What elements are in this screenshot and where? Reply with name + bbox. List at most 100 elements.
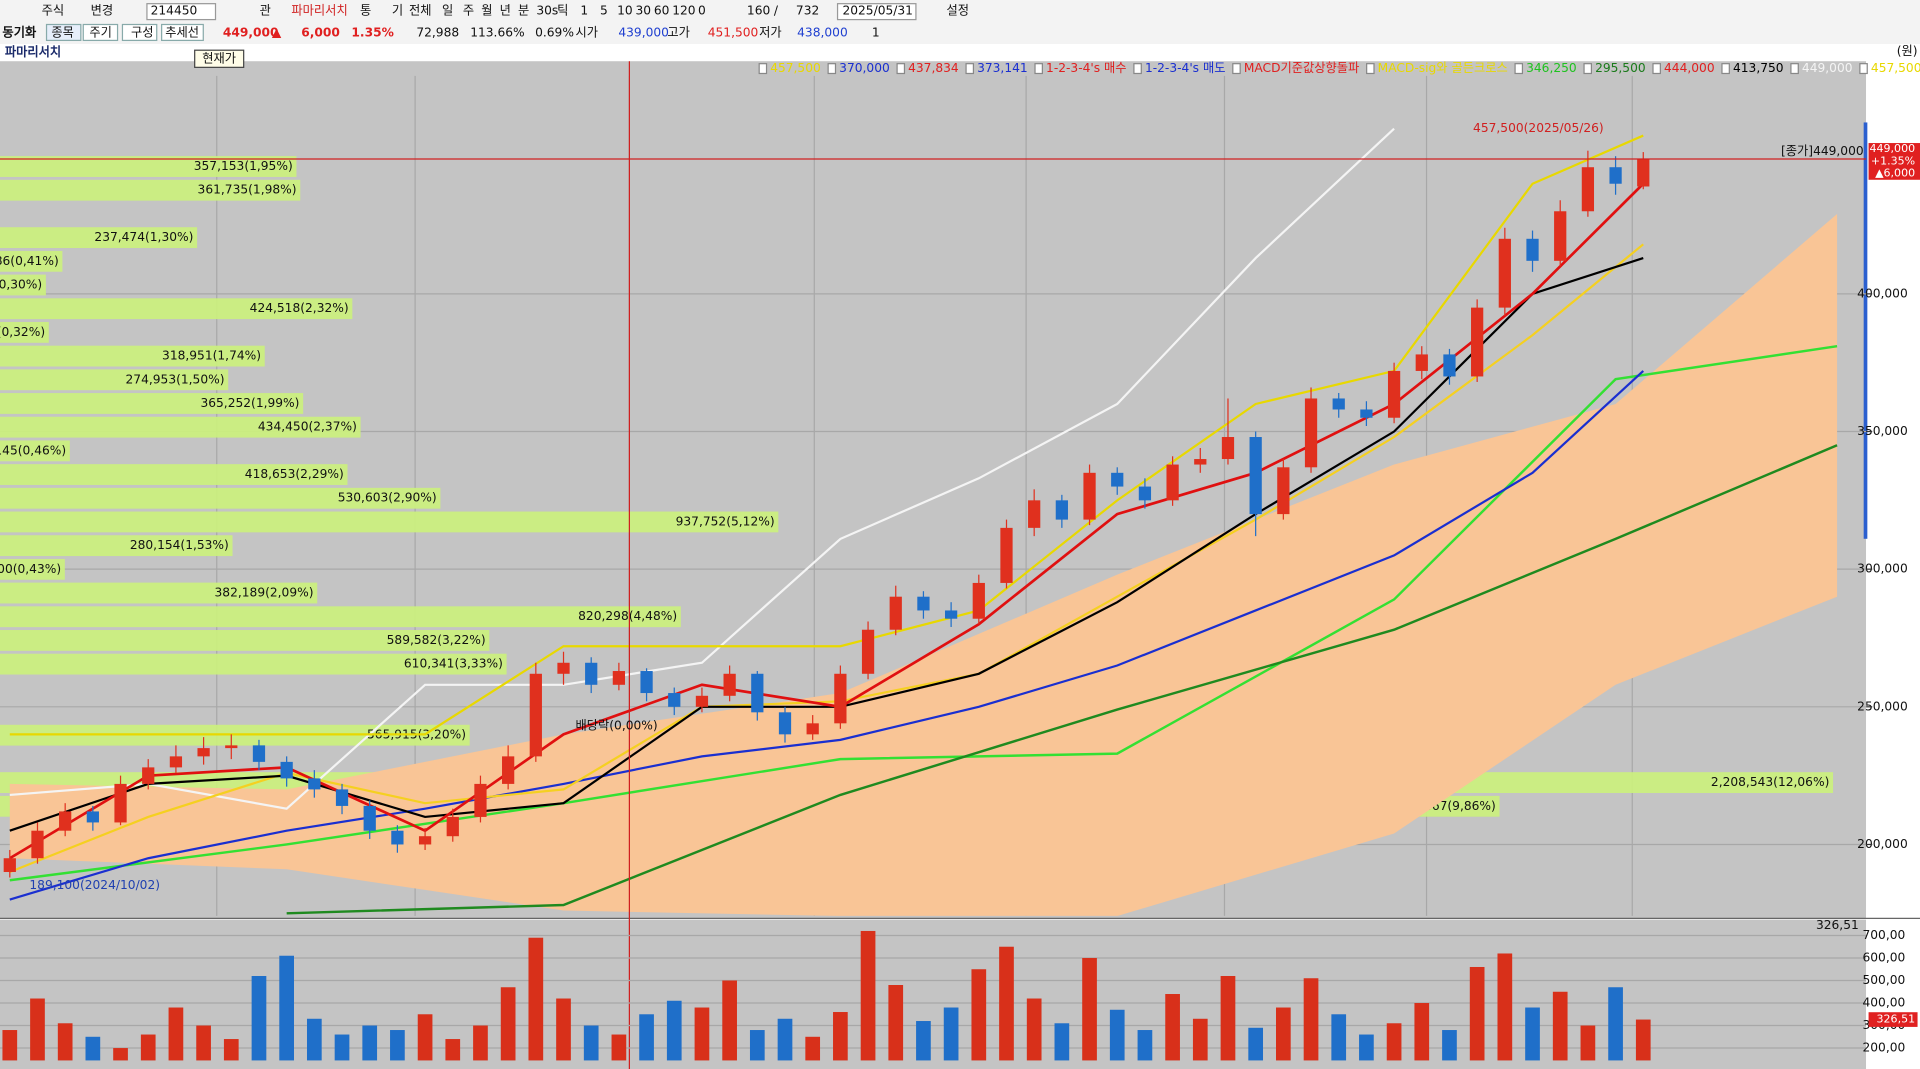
volume-header: 326,51 bbox=[1816, 918, 1859, 932]
toolbar-item: 기 bbox=[392, 4, 403, 18]
toolbar-item: 113.66% bbox=[470, 26, 524, 40]
candle-body bbox=[3, 858, 16, 872]
volume-bar bbox=[196, 1025, 211, 1061]
profile-label: 361,735(1,98%) bbox=[198, 183, 297, 197]
candle-body bbox=[335, 789, 349, 806]
y-tick-label: 700,00 bbox=[1862, 928, 1905, 942]
volume-bar bbox=[334, 1034, 350, 1061]
toolbar-item: 439,000 bbox=[618, 26, 669, 40]
toolbar-item: 파마리서치 bbox=[291, 4, 347, 18]
legend-item: 457,500 bbox=[770, 61, 821, 75]
last-volume-box bbox=[1868, 1012, 1918, 1027]
candle-body bbox=[280, 761, 293, 779]
button[interactable] bbox=[82, 23, 119, 42]
volume-bar bbox=[971, 969, 987, 1061]
toolbar-item: / bbox=[774, 4, 779, 18]
annotation: 457,500(2025/05/26) bbox=[1473, 121, 1604, 135]
profile-label: 75,186(0,41%) bbox=[0, 254, 59, 268]
toolbar-item: 변경 bbox=[91, 4, 114, 18]
volume-bar bbox=[57, 1023, 73, 1061]
candle-body bbox=[1277, 467, 1290, 515]
legend-item: MACD기준값상향돌파 bbox=[1244, 61, 1359, 75]
profile-bar bbox=[0, 535, 233, 557]
volume-bar bbox=[85, 1036, 101, 1061]
volume-bar bbox=[1635, 1019, 1651, 1061]
candle-body bbox=[1609, 167, 1622, 184]
button[interactable] bbox=[45, 23, 82, 42]
profile-label: 937,752(5,12%) bbox=[676, 514, 775, 528]
candle-body bbox=[834, 673, 847, 724]
legend-swatch bbox=[1790, 63, 1799, 75]
profile-bar bbox=[0, 345, 265, 367]
candle-body bbox=[806, 723, 819, 735]
chart-title: 파마리서치 bbox=[5, 44, 61, 59]
legend-swatch bbox=[1133, 63, 1142, 75]
candle-body bbox=[1028, 500, 1041, 528]
date-input[interactable] bbox=[836, 3, 917, 21]
toolbar-item: 주기 bbox=[89, 26, 112, 40]
candle-body bbox=[1637, 158, 1650, 187]
candle-body bbox=[1221, 437, 1235, 460]
volume-bar bbox=[1442, 1030, 1457, 1061]
candle-body bbox=[197, 748, 210, 757]
toolbar-item: 72,988 bbox=[416, 26, 459, 40]
profile-bar bbox=[0, 487, 441, 509]
code-input[interactable] bbox=[146, 3, 217, 21]
volume-bar bbox=[611, 1034, 627, 1061]
profile-bar bbox=[0, 156, 297, 177]
profile-bar bbox=[0, 274, 46, 296]
legend-item: 1-2-3-4's 매도 bbox=[1145, 61, 1226, 75]
button[interactable] bbox=[161, 23, 204, 42]
annotation: 배당락(0,00%) bbox=[576, 719, 658, 733]
volume-bar bbox=[1580, 1025, 1596, 1061]
toolbar-item: 160 bbox=[747, 4, 770, 18]
toolbar-item: 30 bbox=[636, 4, 652, 18]
toolbar-item: 주식 bbox=[42, 4, 65, 18]
volume-bar bbox=[2, 1030, 18, 1061]
profile-bar bbox=[0, 606, 681, 628]
toolbar bbox=[0, 0, 1920, 45]
candle-body bbox=[1554, 211, 1567, 261]
candle-body bbox=[363, 805, 376, 831]
legend-item: 370,000 bbox=[839, 61, 890, 75]
toolbar-item: 1 bbox=[580, 4, 588, 18]
legend-swatch bbox=[1366, 63, 1375, 75]
candle-body bbox=[1332, 398, 1345, 410]
toolbar-item: 관 bbox=[260, 4, 271, 18]
toolbar-item: 틱 bbox=[557, 4, 568, 18]
volume-bar bbox=[30, 998, 45, 1061]
volume-bar bbox=[500, 987, 516, 1061]
legend-item: 413,750 bbox=[1733, 61, 1784, 75]
toolbar-item: 1.35% bbox=[351, 26, 393, 40]
legend-item: 346,250 bbox=[1526, 61, 1577, 75]
volume-bar bbox=[251, 975, 267, 1061]
volume-plot bbox=[0, 930, 1867, 1061]
profile-label: 382,189(2,09%) bbox=[215, 586, 314, 600]
volume-bar bbox=[1109, 1009, 1125, 1061]
volume-bar bbox=[1497, 953, 1513, 1061]
candle-body bbox=[1581, 167, 1595, 212]
last-price: +1.35% bbox=[1871, 154, 1915, 167]
y-tick-label: 300,000 bbox=[1857, 562, 1908, 576]
volume-bar bbox=[999, 946, 1014, 1061]
button[interactable] bbox=[121, 23, 158, 42]
last-price-box bbox=[1868, 143, 1920, 180]
toolbar-item: 설정 bbox=[947, 4, 970, 18]
profile-label: 58,791(0,32%) bbox=[0, 325, 45, 339]
volume-bar bbox=[1303, 978, 1319, 1061]
toolbar-item: 통 bbox=[360, 4, 371, 18]
volume-bar bbox=[1331, 1014, 1347, 1061]
volume-bar bbox=[916, 1021, 931, 1061]
profile-label: 530,603(2,90%) bbox=[338, 491, 437, 505]
candle-body bbox=[751, 673, 764, 713]
volume-bar bbox=[888, 985, 904, 1061]
candle-body bbox=[917, 596, 930, 611]
toolbar-item: 10 bbox=[617, 4, 633, 18]
volume-bar bbox=[1276, 1007, 1291, 1061]
scrollbar[interactable] bbox=[1863, 122, 1868, 539]
legend-item: 449,000 bbox=[1802, 61, 1853, 75]
y-tick-label: 350,000 bbox=[1857, 424, 1908, 438]
legend-swatch bbox=[965, 63, 975, 75]
profile-label: 424,518(2,32%) bbox=[250, 301, 349, 315]
